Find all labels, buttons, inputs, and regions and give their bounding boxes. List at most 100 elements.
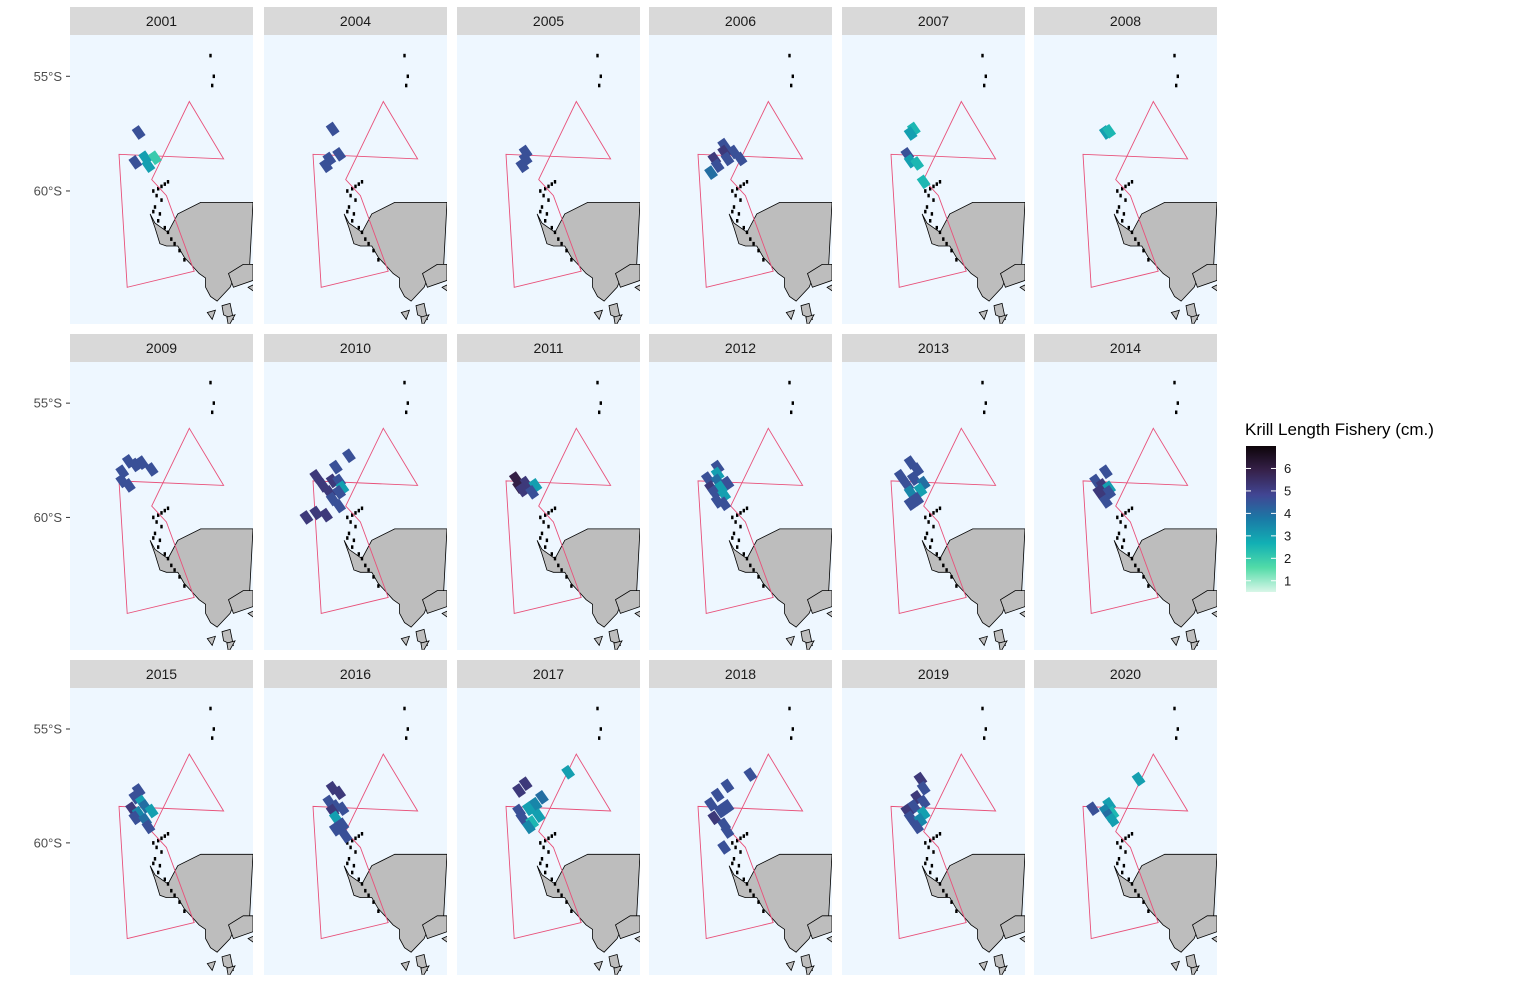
land-island [415, 628, 428, 647]
land-islet [734, 520, 737, 524]
land-islet [1127, 508, 1130, 513]
management-area-boundary [118, 100, 225, 288]
land-islet [346, 209, 349, 214]
land-island [1211, 610, 1217, 618]
land-islet [1121, 838, 1124, 843]
land-islet [736, 545, 739, 549]
land-island [615, 590, 640, 614]
land-islet [942, 888, 945, 893]
land-islet [742, 182, 745, 186]
krill-length-cell [319, 158, 333, 174]
land-islet [544, 513, 547, 517]
land-island [615, 263, 640, 288]
land-islet [1116, 536, 1119, 540]
land-island [998, 640, 1008, 650]
land-islet [351, 186, 354, 191]
land-islet [560, 568, 563, 572]
land-island [206, 309, 217, 321]
land-islet [935, 834, 938, 838]
land-island [978, 960, 989, 972]
land-island [420, 640, 430, 650]
land-islet [163, 225, 166, 230]
facet-label: 2008 [1110, 13, 1141, 29]
land-islet [553, 556, 557, 561]
land-islet [791, 401, 794, 405]
land-islet [736, 838, 739, 843]
krill-length-cell [707, 810, 722, 826]
land-islet [540, 205, 544, 209]
land-islet [163, 552, 166, 556]
land-islet [377, 258, 380, 262]
land-islet [166, 506, 170, 511]
land-islet [405, 83, 408, 88]
land-islet [539, 536, 542, 540]
land-islet [731, 861, 734, 866]
facet-label: 2010 [340, 340, 371, 356]
facet-map-layers [1082, 380, 1217, 650]
land-island [608, 953, 621, 972]
land-islet [360, 832, 364, 836]
land-antarctic-peninsula [1113, 853, 1217, 953]
land-island [400, 309, 411, 321]
land-islet [354, 511, 357, 515]
krill-length-cell [1105, 812, 1120, 828]
land-island [1000, 263, 1025, 288]
krill-length-cell [717, 840, 732, 855]
land-islet [983, 736, 986, 740]
land-islet [166, 230, 170, 235]
land-island [420, 965, 430, 975]
land-islet [351, 513, 354, 517]
land-island [226, 965, 236, 975]
land-islet [557, 888, 560, 893]
land-island [228, 590, 253, 614]
land-antarctic-peninsula [536, 201, 640, 302]
land-islet [1130, 180, 1134, 184]
land-islet [984, 401, 987, 405]
krill-length-cell [916, 475, 931, 491]
facet-label: 2019 [918, 666, 949, 682]
land-island [415, 302, 428, 321]
land-islet [791, 727, 794, 731]
facet-strip [264, 334, 447, 362]
land-islet [1124, 836, 1127, 841]
land-island [613, 965, 623, 975]
land-islet [346, 515, 349, 520]
land-islet [925, 857, 929, 861]
land-islet [1121, 513, 1124, 517]
land-islet [935, 877, 938, 882]
land-island [206, 960, 217, 972]
krill-length-cell [322, 151, 337, 167]
land-antarctic-peninsula [343, 853, 447, 953]
y-axis: 55°S 60°S 55°S 60°S 55°S 60°S [34, 69, 70, 850]
land-islet [547, 184, 550, 189]
facet-map-layers [118, 53, 253, 324]
land-islet [1119, 520, 1122, 524]
land-islet [178, 575, 181, 579]
krill-length-cell [319, 507, 333, 523]
land-islet [932, 836, 935, 841]
krill-length-cell [906, 471, 921, 486]
land-islet [1127, 552, 1130, 556]
land-islet [360, 506, 364, 511]
land-islet [153, 531, 157, 536]
land-islet [1173, 706, 1176, 711]
krill-length-cell [525, 815, 540, 830]
land-islet [160, 184, 163, 189]
land-islet [1137, 893, 1140, 898]
land-island [593, 635, 604, 647]
land-islet [560, 241, 563, 246]
land-island [228, 915, 253, 940]
facet-map-layers [890, 706, 1025, 975]
land-islet [752, 568, 755, 572]
krill-length-cell [299, 510, 314, 525]
land-islet [924, 841, 927, 845]
facet-2010: 2010 [264, 334, 447, 650]
land-island [634, 284, 640, 292]
land-islet [349, 845, 352, 850]
krill-length-cell [535, 789, 549, 805]
land-antarctic-peninsula [728, 201, 832, 302]
land-islet [1142, 575, 1145, 579]
management-area-boundary [697, 753, 804, 940]
land-island [400, 635, 411, 647]
land-islet [403, 380, 406, 385]
